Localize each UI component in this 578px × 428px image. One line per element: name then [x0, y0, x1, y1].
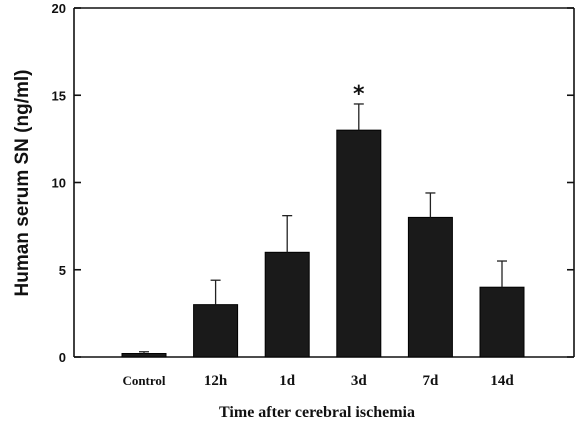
x-tick-label-3d: 3d — [351, 373, 368, 389]
x-tick-labels: Control 12h 1d 3d 7d 14d — [122, 373, 514, 389]
y-tick-label: 10 — [52, 176, 66, 191]
x-tick-label-7d: 7d — [422, 373, 439, 389]
y-tick-label: 0 — [59, 350, 66, 365]
bar-14d — [480, 287, 524, 357]
y-tick-label: 5 — [59, 263, 66, 278]
x-tick-label-12h: 12h — [204, 373, 228, 389]
x-tick-label-control: Control — [122, 373, 165, 388]
significance-marker: * — [353, 82, 365, 107]
y-tick-label: 20 — [52, 1, 66, 16]
bars: * — [122, 82, 524, 357]
bar-1d — [265, 252, 309, 357]
bar-7d — [408, 217, 452, 357]
bar-control — [122, 354, 166, 357]
bar-3d — [337, 130, 381, 357]
x-axis-label: Time after cerebral ischemia — [219, 404, 415, 421]
y-axis-label: Human serum SN (ng/ml) — [12, 70, 33, 297]
x-tick-label-14d: 14d — [490, 373, 514, 389]
y-tick-label: 15 — [52, 88, 66, 103]
x-tick-label-1d: 1d — [279, 373, 296, 389]
bar-12h — [194, 305, 238, 357]
